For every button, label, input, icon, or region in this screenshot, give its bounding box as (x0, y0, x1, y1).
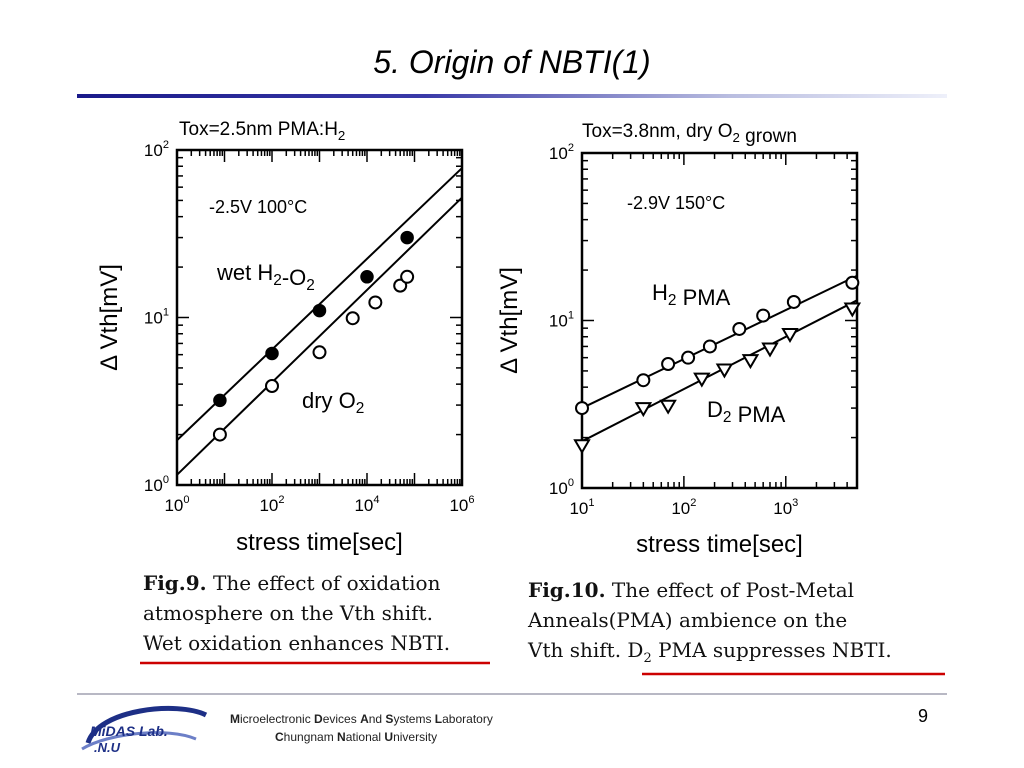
fig10-caption-line2: Anneals(PMA) ambience on the (528, 608, 848, 632)
fig10-caption-label: Fig.10. (528, 578, 606, 602)
fig10-series-1-point (843, 302, 862, 318)
fig9-series-1-point (393, 278, 408, 293)
fig10-series-1-point (634, 402, 653, 418)
fig10-x-tick-label: 103 (773, 497, 798, 518)
fig9-series-1-point (212, 427, 227, 442)
logo-text-line2: .N.U (94, 740, 121, 755)
fig9-x-tick-label: 106 (449, 494, 474, 515)
fig10-x-tick-label: 101 (569, 497, 594, 518)
fig10-series-1-point (741, 354, 760, 370)
fig9-y-tick-label: 101 (144, 307, 169, 328)
footer-lab-initial: M (230, 712, 240, 726)
fig10-y-tick-label: 100 (549, 477, 574, 498)
footer-univ-word: niversity (393, 730, 438, 744)
fig9-series-1-label: dry O2 (302, 388, 364, 417)
fig10-series-1-point (573, 439, 591, 455)
fig10-series-0-point (636, 373, 651, 388)
fig9-series-1-fit-line (176, 196, 463, 476)
fig9-series-1-point (312, 345, 327, 360)
fig9-series-0-point (360, 270, 374, 284)
fig10-series-1-fit-line (581, 299, 858, 443)
fig10-stress-condition: -2.9V 150°C (627, 193, 725, 213)
footer-lab-word: icroelectronic (240, 712, 315, 726)
footer-lab-word: nd (368, 712, 386, 726)
fig10-series-1-point (659, 399, 677, 415)
midas-lab-logo: MiDAS Lab. .N.U (81, 705, 208, 755)
fig10-y-tick-label: 102 (549, 142, 574, 163)
fig10-series-0-point (786, 294, 801, 309)
footer-univ-initial: N (337, 730, 346, 744)
footer-lab-initial: S (385, 712, 394, 726)
fig10-series-1-point (761, 342, 779, 358)
fig9-x-tick-label: 104 (354, 494, 379, 515)
footer-university-name: Chungnam National University (275, 730, 437, 744)
fig9-series-0-point (213, 393, 227, 408)
fig9-series-0-label: wet H2-O2 (216, 260, 315, 294)
footer-univ-initial: C (275, 730, 284, 744)
fig10-x-axis-label: stress time[sec] (636, 531, 803, 558)
footer-lab-word: evices (322, 712, 361, 726)
footer-univ-word: hungnam (283, 730, 338, 744)
fig10-series-0-point (661, 356, 676, 371)
title-underline-bar (77, 94, 947, 98)
fig10-series-1-label: D2 PMA (707, 397, 786, 427)
footer-lab-name: Microelectronic Devices And Systems Labo… (230, 712, 493, 726)
fig9-stress-condition: -2.5V 100°C (209, 197, 307, 217)
fig9-x-tick-label: 100 (164, 494, 189, 515)
fig10-caption: Fig.10. The effect of Post-Metal Anneals… (528, 575, 892, 674)
fig9-series-0-point (400, 230, 414, 245)
fig10-series-1-point (781, 328, 799, 344)
fig9-series-1-point (400, 269, 415, 284)
fig10-series-0-fit-line (581, 274, 858, 409)
fig10-series-0-point (845, 275, 860, 290)
fig10-series-1-point (715, 363, 734, 379)
fig9-series-0-point (312, 303, 327, 318)
fig10-series-0-point (756, 308, 771, 323)
fig9-x-axis-label: stress time[sec] (236, 529, 403, 556)
fig10-caption-line3: Vth shift. D2 PMA suppresses NBTI. (528, 638, 892, 666)
fig9-header: Tox=2.5nm PMA:H2 (179, 119, 345, 143)
fig9-caption: Fig.9. The effect of oxidation atmospher… (143, 568, 450, 658)
fig10-series-0-point (575, 401, 589, 416)
footer-lab-word: ystems (393, 712, 435, 726)
fig10-series-1-point (693, 372, 711, 388)
fig10-y-axis-label: Δ Vth[mV] (496, 267, 523, 374)
footer-divider (77, 693, 947, 695)
fig10-series-0-point (732, 321, 747, 336)
fig9-caption-line3: Wet oxidation enhances NBTI. (143, 631, 451, 655)
fig10-header: Tox=3.8nm, dry O2 grown (582, 121, 797, 147)
fig9-series-0-point (265, 346, 279, 361)
footer-univ-word: ational (345, 730, 385, 744)
fig9-y-axis-label: Δ Vth[mV] (96, 264, 123, 371)
footer-lab-initial: A (360, 712, 369, 726)
fig9-series-1-point (368, 295, 383, 310)
fig10-series-0-point (681, 350, 696, 365)
footer-lab-initial: D (314, 712, 323, 726)
fig9-caption-line2: atmosphere on the Vth shift. (143, 601, 433, 625)
page-number: 9 (918, 706, 929, 726)
fig9-x-tick-label: 102 (259, 494, 284, 515)
fig10-x-tick-label: 102 (671, 497, 696, 518)
fig9-caption-label: Fig.9. (143, 571, 207, 595)
fig9-y-tick-label: 102 (144, 139, 169, 160)
figure-panel: 100 102 104 106 100 101 102 stress time[sec] Δ V… (77, 110, 947, 685)
fig9-series-1-point (265, 378, 279, 393)
fig9-plot: 100 102 104 106 100 101 102 stress time[sec] Δ V… (96, 119, 475, 556)
logo-text-line1: MiDAS Lab. (90, 723, 168, 739)
fig9-series-1-point (345, 311, 360, 326)
footer-univ-initial: U (384, 730, 394, 744)
slide-title: 5. Origin of NBTI(1) (373, 44, 651, 80)
fig9-caption-line1: The effect of oxidation (206, 571, 441, 595)
footer-lab-word: aboratory (442, 712, 493, 726)
fig10-caption-line1: The effect of Post-Metal (605, 578, 855, 602)
fig9-y-tick-label: 100 (144, 474, 169, 495)
fig10-y-tick-label: 101 (549, 310, 574, 331)
fig10-series-0-label: H2 PMA (652, 280, 731, 310)
footer-lab-initial: L (434, 712, 443, 726)
fig10-series-0-point (702, 339, 717, 354)
